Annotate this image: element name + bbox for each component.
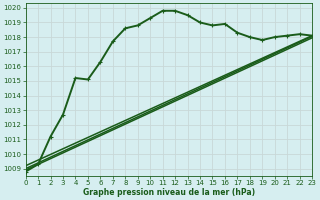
X-axis label: Graphe pression niveau de la mer (hPa): Graphe pression niveau de la mer (hPa) (83, 188, 255, 197)
